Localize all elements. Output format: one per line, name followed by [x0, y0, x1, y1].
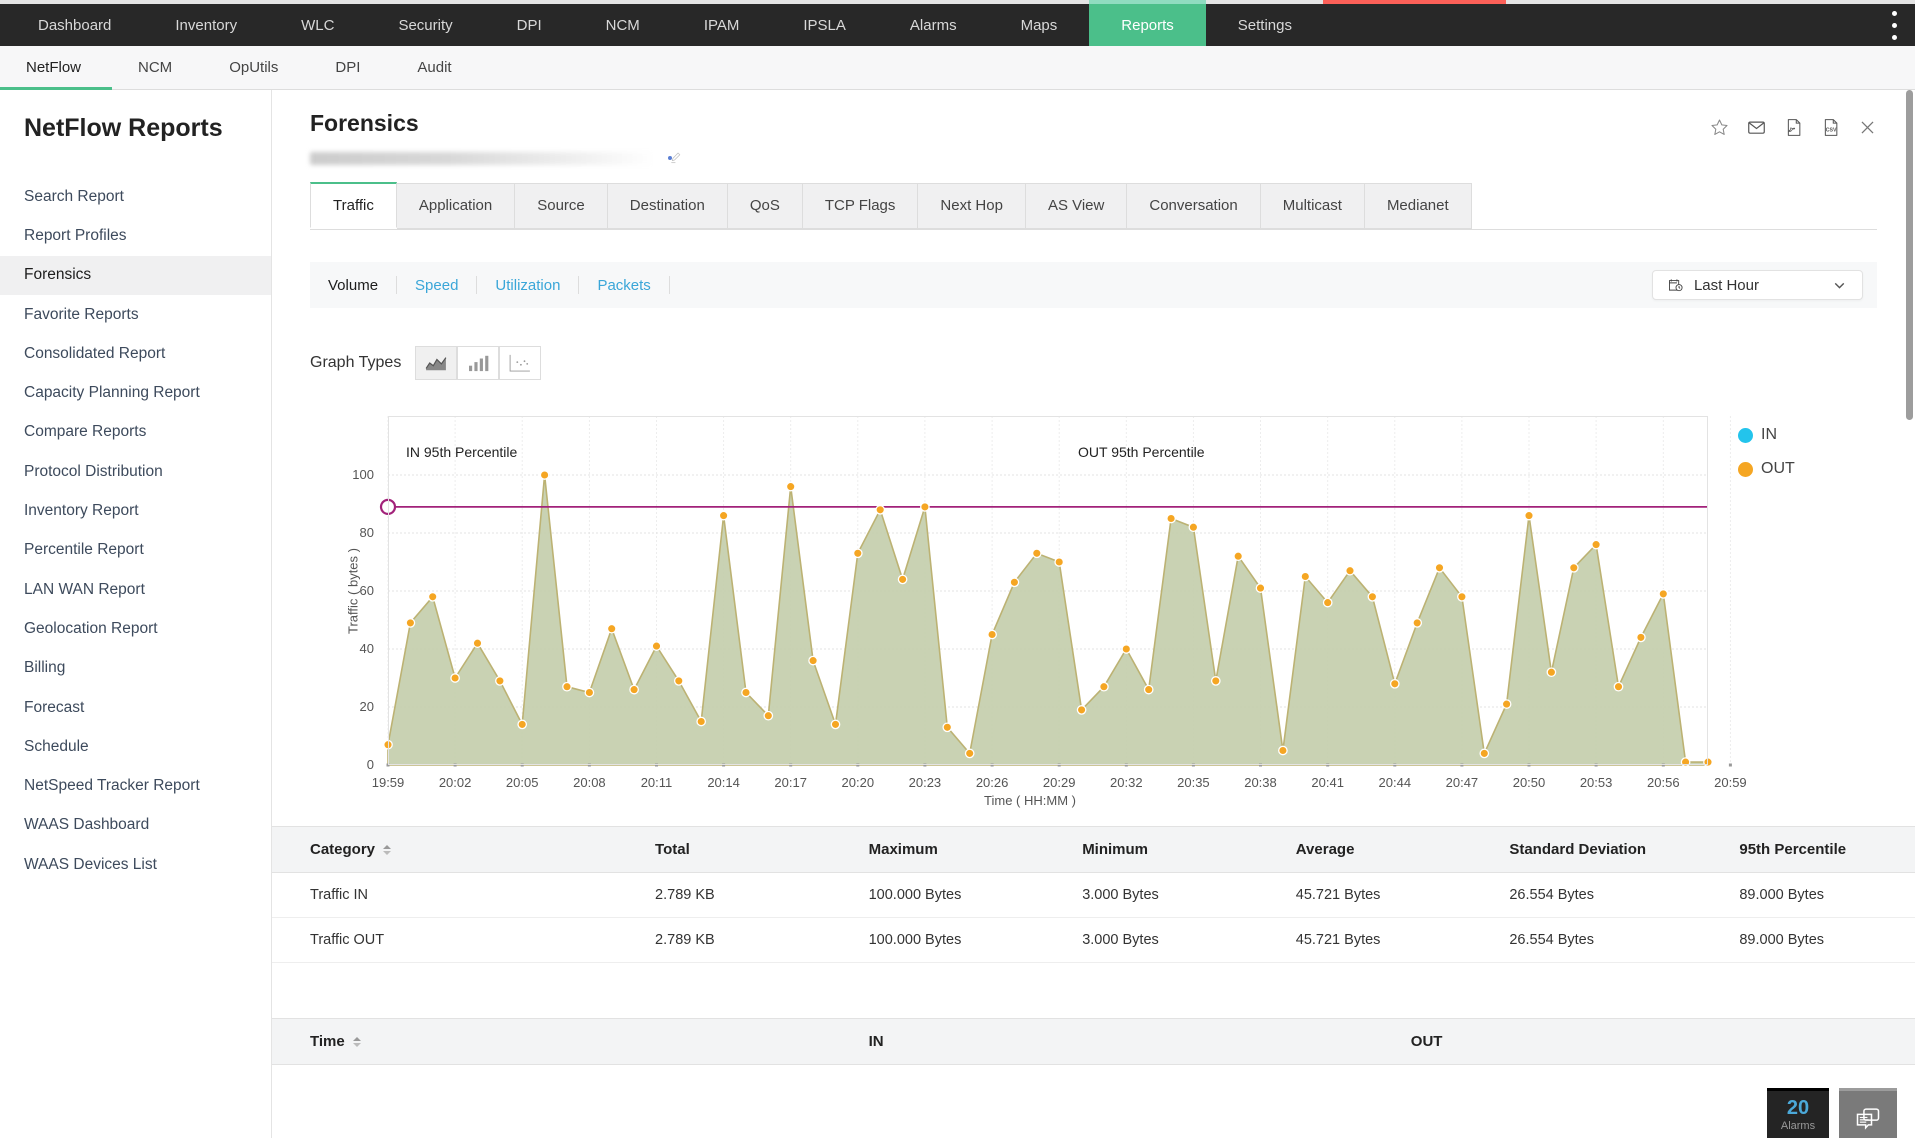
svg-text:100: 100 [352, 467, 374, 482]
svg-text:20:02: 20:02 [439, 775, 472, 790]
svg-text:20:38: 20:38 [1244, 775, 1277, 790]
svg-text:20:56: 20:56 [1647, 775, 1680, 790]
svg-text:20:17: 20:17 [774, 775, 807, 790]
svg-text:20:26: 20:26 [976, 775, 1009, 790]
svg-text:20:08: 20:08 [573, 775, 606, 790]
svg-text:20:32: 20:32 [1110, 775, 1143, 790]
svg-text:0: 0 [367, 757, 374, 772]
svg-text:20:11: 20:11 [641, 775, 673, 790]
svg-text:20:20: 20:20 [842, 775, 875, 790]
svg-text:20:50: 20:50 [1513, 775, 1546, 790]
svg-text:20:14: 20:14 [707, 775, 740, 790]
svg-text:20:59: 20:59 [1714, 775, 1747, 790]
svg-text:20:44: 20:44 [1379, 775, 1412, 790]
svg-text:20:41: 20:41 [1311, 775, 1344, 790]
svg-text:20:23: 20:23 [909, 775, 942, 790]
svg-text:40: 40 [360, 641, 374, 656]
svg-text:20:35: 20:35 [1177, 775, 1210, 790]
svg-text:CSV: CSV [1826, 128, 1837, 134]
svg-text:20:47: 20:47 [1446, 775, 1479, 790]
svg-text:20:05: 20:05 [506, 775, 539, 790]
svg-text:80: 80 [360, 525, 374, 540]
svg-text:60: 60 [360, 583, 374, 598]
svg-text:20: 20 [360, 699, 374, 714]
svg-text:20:53: 20:53 [1580, 775, 1613, 790]
svg-text:19:59: 19:59 [372, 775, 405, 790]
svg-text:20:29: 20:29 [1043, 775, 1076, 790]
